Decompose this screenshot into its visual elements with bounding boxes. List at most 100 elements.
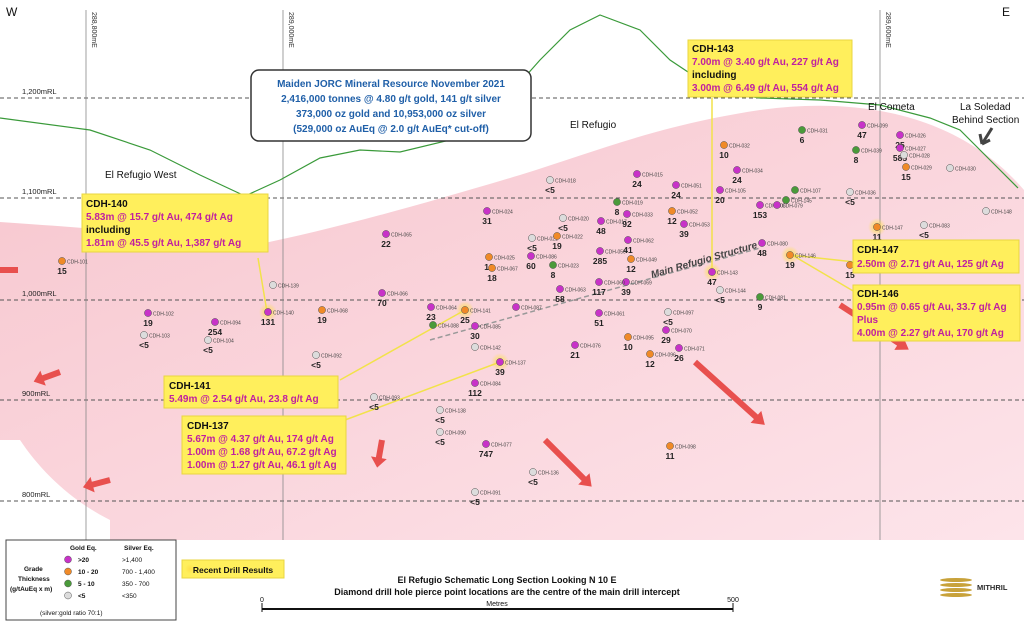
drill-hole-value: 117	[592, 287, 606, 297]
drill-hole-marker	[596, 247, 604, 255]
elevation-label-1200: 1,200mRL	[22, 87, 57, 96]
drill-hole-marker	[622, 278, 630, 286]
legend-silver-range: <350	[122, 593, 137, 600]
drill-hole-marker	[756, 293, 764, 301]
drill-hole-marker	[680, 220, 688, 228]
drill-hole: CDH-148	[982, 207, 1012, 216]
drill-hole-marker	[528, 234, 536, 242]
drill-hole-value: 29	[661, 335, 671, 345]
arrow-west-1	[0, 262, 18, 278]
drill-hole-id: CDH-022	[562, 235, 583, 241]
drill-hole-id: CDH-034	[742, 169, 763, 175]
drill-hole-marker	[858, 121, 866, 129]
drill-hole-id: CDH-084	[480, 382, 501, 388]
drill-hole-value: 12	[667, 216, 677, 226]
drill-hole-marker	[716, 186, 724, 194]
drill-hole-marker	[436, 406, 444, 414]
drill-hole-value: 51	[594, 318, 604, 328]
drill-hole-id: CDH-062	[633, 239, 654, 245]
legend-row: 5 - 10 350 - 700	[64, 579, 150, 588]
drill-hole-id: CDH-094	[220, 321, 241, 327]
drill-hole: CDH-018<5	[545, 176, 576, 195]
drill-hole-marker	[902, 163, 910, 171]
drill-hole: CDH-097<5	[663, 308, 694, 327]
drill-hole: CDH-104<5	[203, 336, 234, 355]
drill-hole: CDH-088	[429, 321, 459, 330]
drill-hole-id: CDH-148	[991, 210, 1012, 216]
callout-cdh-147-line-1: 2.50m @ 2.71 g/t Au, 125 g/t Ag	[857, 259, 1004, 270]
drill-hole-value: <5	[435, 415, 445, 425]
drill-hole-id: CDH-102	[153, 312, 174, 318]
callout-cdh-137-line-1: 5.67m @ 4.37 g/t Au, 174 g/t Ag	[187, 434, 334, 445]
drill-hole-marker	[553, 232, 561, 240]
drill-hole-marker	[571, 341, 579, 349]
drill-hole-marker	[58, 257, 66, 265]
drill-hole-value: <5	[528, 477, 538, 487]
drill-hole-marker	[633, 170, 641, 178]
drill-hole-value: <5	[435, 437, 445, 447]
drill-hole-id: CDH-066	[387, 292, 408, 298]
drill-hole-id: CDH-085	[480, 325, 501, 331]
drill-hole-value: <5	[545, 185, 555, 195]
resource-line-2: 2,416,000 tonnes @ 4.80 g/t gold, 141 g/…	[281, 94, 501, 105]
legend-gold-header: Gold Eq.	[70, 545, 97, 552]
legend-silver-header: Silver Eq.	[124, 545, 154, 552]
drill-hole-id: CDH-071	[684, 347, 705, 353]
drill-hole-marker	[646, 350, 654, 358]
callout-cdh-141-title: CDH-141	[169, 381, 211, 392]
drill-hole: CDH-142	[471, 343, 501, 352]
drill-hole-id: CDH-093	[379, 396, 400, 402]
drill-hole-value: 24	[632, 179, 642, 189]
drill-hole-value: 20	[715, 195, 725, 205]
logo-text: MITHRIL	[977, 583, 1008, 592]
drill-hole-id: CDH-030	[955, 167, 976, 173]
drill-hole-marker	[624, 333, 632, 341]
drill-hole-value: 15	[57, 266, 67, 276]
drill-hole-id: CDH-027	[905, 147, 926, 153]
drill-hole-id: CDH-032	[729, 144, 750, 150]
drill-hole-marker	[496, 358, 504, 366]
drill-hole-marker	[140, 331, 148, 339]
drill-hole-marker	[482, 440, 490, 448]
drill-hole-marker	[204, 336, 212, 344]
drill-hole-marker	[471, 343, 479, 351]
soledad-arrow	[978, 127, 994, 146]
callout-cdh-146-title: CDH-146	[857, 289, 899, 300]
drill-hole-value: 47	[707, 277, 717, 287]
legend-silver-range: >1,400	[122, 557, 142, 564]
arrow-west-3	[82, 476, 111, 493]
drill-hole-id: CDH-103	[149, 334, 170, 340]
drill-hole-id: CDH-144	[725, 289, 746, 295]
drill-hole-id: CDH-137	[505, 361, 526, 367]
drill-hole-id: CDH-068	[327, 309, 348, 315]
legend-gold-range: >20	[78, 557, 89, 564]
callout-cdh-137-title: CDH-137	[187, 421, 229, 432]
drill-hole-id: CDH-099	[867, 124, 888, 130]
callout-cdh-147-title: CDH-147	[857, 245, 899, 256]
east-label: E	[1002, 5, 1010, 19]
drill-hole: CDH-028	[900, 151, 930, 160]
drill-hole-marker	[312, 351, 320, 359]
callout-cdh-140: CDH-140 5.83m @ 15.7 g/t Au, 474 g/t Ag …	[81, 193, 269, 253]
drill-hole-id: CDH-105	[725, 189, 746, 195]
drill-hole-id: CDH-033	[632, 213, 653, 219]
drill-hole: CDH-030	[946, 164, 976, 173]
drill-hole-marker	[461, 306, 469, 314]
drill-hole-value: 8	[854, 155, 859, 165]
elevation-label-800: 800mRL	[22, 490, 50, 499]
drill-hole-marker	[370, 393, 378, 401]
